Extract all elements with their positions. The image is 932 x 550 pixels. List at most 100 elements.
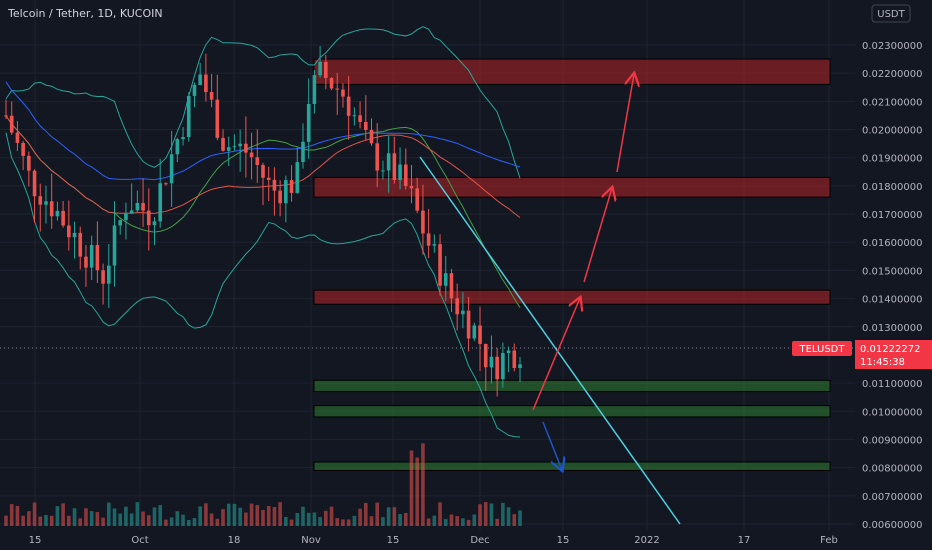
volume-bar bbox=[78, 518, 83, 526]
volume-bar bbox=[198, 506, 202, 526]
candle bbox=[164, 182, 168, 186]
volume-bar bbox=[186, 519, 191, 526]
candle bbox=[255, 129, 260, 183]
candle bbox=[44, 185, 48, 224]
candle bbox=[432, 234, 437, 253]
resistance-zone bbox=[313, 58, 831, 85]
candle bbox=[392, 136, 397, 184]
volume-bar bbox=[403, 512, 408, 526]
volume-bar bbox=[295, 512, 300, 526]
support-zone bbox=[313, 405, 831, 418]
y-tick-label: 0.00700000 bbox=[862, 492, 922, 503]
y-tick-label: 0.01400000 bbox=[862, 295, 922, 306]
candle bbox=[9, 101, 14, 135]
x-tick-label: 2022 bbox=[634, 535, 659, 546]
volume-bar bbox=[141, 511, 145, 526]
x-tick-label: Nov bbox=[301, 535, 321, 546]
candle bbox=[472, 322, 477, 341]
volume-bar bbox=[175, 511, 180, 526]
y-tick-label: 0.00600000 bbox=[862, 520, 922, 531]
currency-badge[interactable]: USDT bbox=[871, 4, 911, 23]
volume-bar bbox=[466, 519, 471, 526]
candle bbox=[158, 158, 162, 228]
volume-bar bbox=[364, 502, 368, 526]
volume-bar bbox=[38, 516, 43, 526]
candle bbox=[398, 147, 402, 190]
bearish-arrow bbox=[542, 421, 562, 470]
trendline bbox=[419, 156, 681, 525]
y-tick-label: 0.02100000 bbox=[862, 97, 922, 108]
volume-bar bbox=[169, 517, 174, 526]
candle bbox=[318, 45, 322, 78]
volume-bar bbox=[346, 519, 351, 526]
candle bbox=[449, 268, 454, 312]
volume-bar bbox=[244, 512, 248, 526]
candle bbox=[346, 76, 351, 140]
volume-bar bbox=[209, 513, 214, 526]
y-tick-label: 0.02200000 bbox=[862, 69, 922, 80]
volume-bar bbox=[4, 515, 8, 526]
time-axis[interactable]: 15 Oct 18 Nov 15 Dec 15 2022 17 Feb bbox=[0, 530, 855, 550]
volume-bar bbox=[358, 508, 362, 526]
y-tick-label: 0.01800000 bbox=[862, 182, 922, 193]
volume-bar bbox=[158, 505, 162, 526]
bullish-arrow bbox=[532, 298, 580, 411]
volume-bar bbox=[278, 502, 282, 526]
volume-bar bbox=[318, 517, 322, 526]
volume-bar bbox=[415, 457, 419, 526]
volume-bar bbox=[164, 519, 168, 526]
candle bbox=[72, 221, 77, 259]
moving-average-blue bbox=[5, 81, 521, 181]
candle bbox=[215, 74, 220, 141]
candle bbox=[386, 135, 391, 193]
candle bbox=[306, 78, 311, 159]
x-tick-label: 18 bbox=[228, 535, 241, 546]
volume-bar bbox=[204, 503, 208, 526]
x-tick-label: 17 bbox=[738, 535, 751, 546]
volume-bar bbox=[135, 502, 140, 526]
candle bbox=[403, 148, 408, 190]
volume-bar bbox=[512, 514, 517, 526]
candle bbox=[341, 83, 345, 108]
volume-bar bbox=[306, 512, 311, 526]
volume-bar bbox=[266, 505, 271, 526]
candle bbox=[301, 123, 305, 169]
volume-bar bbox=[426, 518, 431, 526]
bollinger-upper bbox=[5, 26, 521, 179]
y-tick-label: 0.01100000 bbox=[862, 379, 922, 390]
candle bbox=[232, 134, 237, 151]
y-tick-label: 0.02300000 bbox=[862, 41, 922, 52]
price-axis[interactable]: 0.02300000 0.02200000 0.02100000 0.02000000… bbox=[855, 0, 932, 550]
volume-bar bbox=[392, 507, 397, 526]
candle bbox=[466, 296, 471, 352]
volume-bar bbox=[215, 518, 220, 526]
candle bbox=[21, 140, 25, 170]
volume-bar bbox=[409, 450, 414, 526]
volume-bar bbox=[32, 502, 37, 526]
candle bbox=[49, 173, 54, 229]
price-tag: TELUSDT 0.01222272 11:45:38 bbox=[792, 340, 932, 369]
x-tick-label: Oct bbox=[131, 535, 148, 546]
volume-bar bbox=[495, 518, 499, 526]
volume-bar bbox=[518, 510, 522, 526]
candle bbox=[55, 201, 60, 221]
candle bbox=[272, 167, 277, 216]
candle bbox=[409, 165, 414, 204]
y-tick-label: 0.00800000 bbox=[862, 464, 922, 475]
volume-bar bbox=[438, 502, 442, 526]
volume-bar bbox=[489, 503, 494, 526]
candle bbox=[135, 190, 140, 213]
candle bbox=[89, 235, 94, 280]
candle bbox=[152, 217, 157, 246]
bar-countdown: 11:45:38 bbox=[860, 357, 905, 368]
volume-bar bbox=[386, 507, 391, 526]
volume-bar bbox=[101, 517, 105, 526]
volume-bar bbox=[221, 509, 225, 526]
volume-bar bbox=[255, 505, 260, 526]
bullish-arrow bbox=[616, 74, 634, 173]
candle bbox=[335, 72, 340, 115]
volume-bar bbox=[61, 503, 65, 526]
y-tick-label: 0.01600000 bbox=[862, 238, 922, 249]
